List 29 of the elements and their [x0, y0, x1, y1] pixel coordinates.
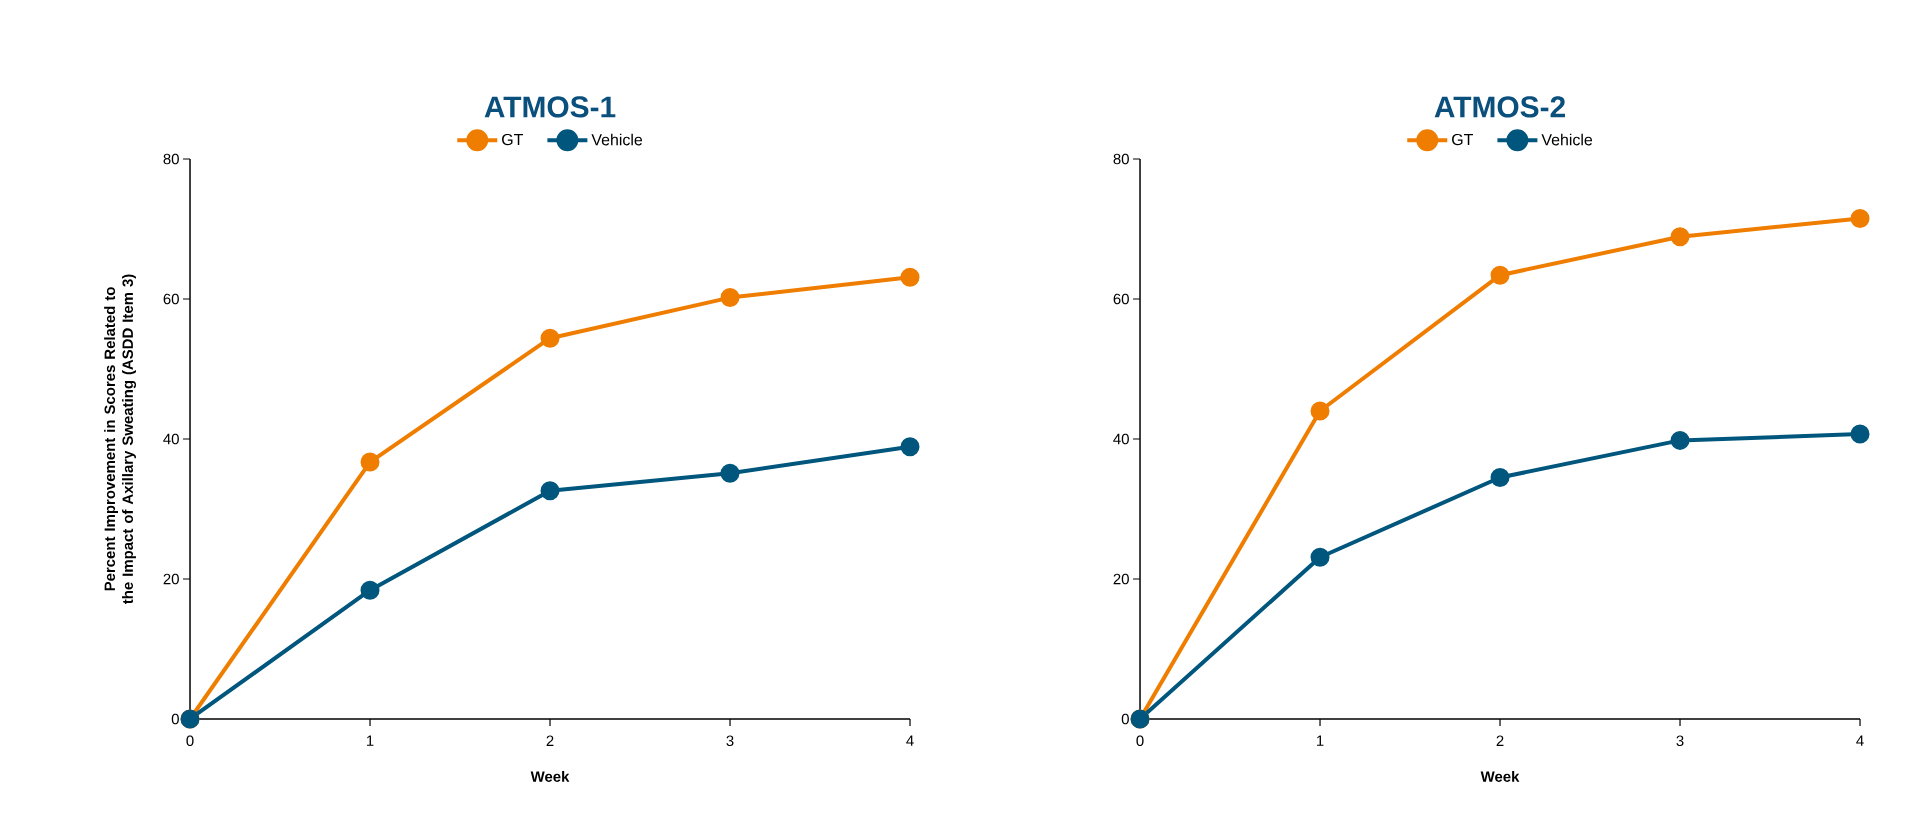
x-tick-label: 4 — [1856, 735, 1864, 746]
y-tick-label: 20 — [1113, 573, 1129, 585]
x-tick-label: 2 — [546, 735, 554, 746]
x-tick-label: 3 — [1676, 735, 1684, 747]
x-tick-label: 2 — [1496, 735, 1504, 746]
y-tick-label: 0 — [171, 713, 179, 725]
y-tick-label: 40 — [163, 433, 179, 445]
chart-title: ATMOS-1 — [484, 96, 616, 118]
legend-label: Vehicle — [1541, 133, 1593, 146]
x-tick-label: 1 — [367, 735, 374, 746]
chart-title: ATMOS-2 — [1434, 96, 1565, 118]
y-tick-label: 80 — [163, 153, 179, 165]
y-tick-label: 20 — [163, 573, 179, 585]
y-tick-label: 80 — [1113, 153, 1129, 165]
y-tick-label: 60 — [1113, 293, 1129, 305]
x-tick-label: 1 — [1317, 735, 1324, 746]
x-tick-label: 4 — [906, 735, 914, 746]
y-axis-title: Percent Improvement in Scores Related to the Impact of Axillary Sweating (ASDD Item 3) — [104, 274, 137, 605]
legend-label: Vehicle — [591, 133, 643, 146]
x-axis-title: Week — [1480, 770, 1520, 782]
x-axis-title: Week — [530, 770, 570, 782]
y-tick-label: 60 — [163, 293, 179, 305]
x-tick-label: 0 — [1136, 735, 1144, 747]
y-tick-label: 0 — [1121, 713, 1129, 725]
legend-label: GT — [1452, 133, 1474, 146]
x-tick-label: 0 — [186, 735, 194, 747]
x-tick-label: 3 — [726, 735, 734, 747]
legend-label: GT — [502, 133, 524, 146]
y-tick-label: 40 — [1113, 433, 1129, 445]
